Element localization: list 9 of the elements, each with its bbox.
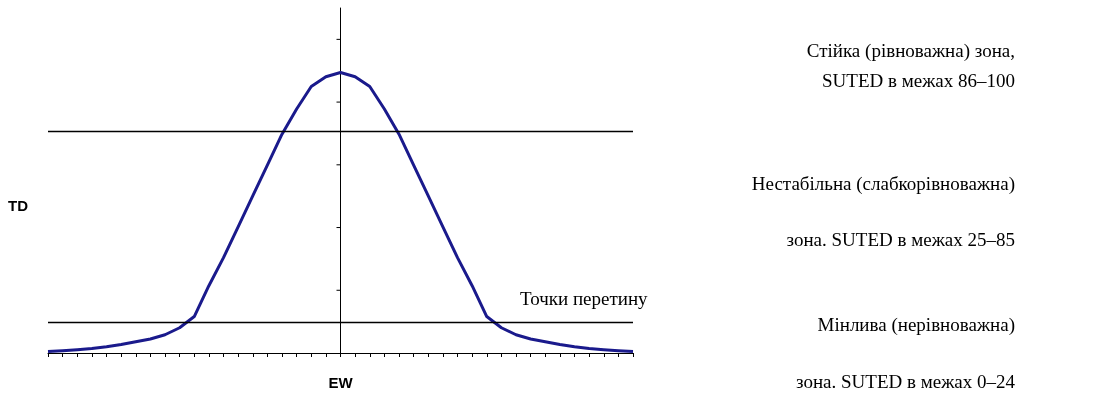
text: зона. SUTED в межах 25–85 [786,229,1016,250]
text: SUTED в межах 86–100 [822,70,1016,91]
annotation: Точки перетину [520,288,649,309]
x-axis-title: EW [328,374,354,391]
text: Нестабільна (слабкорівноважна) [751,173,1016,195]
y-axis-title: TD [8,197,29,214]
text: Мінлива (нерівноважна) [817,314,1015,336]
text: зона. SUTED в межах 0–24 [796,371,1016,392]
text: Стійка (рівноважна) зона, [806,40,1015,62]
